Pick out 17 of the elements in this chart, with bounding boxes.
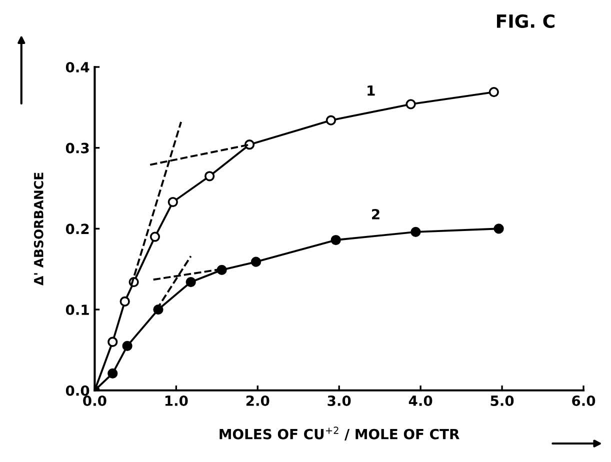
y-tick-label: 0.3 (66, 142, 89, 154)
x-tick-label: 1.0 (165, 395, 188, 406)
y-axis-title: Δ' ABSORBANCE (34, 172, 44, 286)
y-tick-label: 0.2 (66, 224, 89, 234)
y-tick-label: 0.1 (66, 304, 89, 316)
x-tick-label: 6.0 (572, 395, 596, 406)
x-axis-title: MOLES OF CU$^{+2}$ / MOLE OF CTR (220, 426, 460, 440)
x-tick-label: 3.0 (328, 395, 351, 406)
series-label: 1 (368, 85, 375, 96)
x-tick-label: 5.0 (490, 395, 514, 406)
x-tick-label: 2.0 (246, 395, 270, 406)
chart-title: FIG. C (496, 14, 554, 28)
x-tick-label: 0.0 (83, 395, 106, 406)
x-tick-label: 4.0 (408, 395, 432, 406)
series-label: 2 (372, 208, 380, 220)
y-tick-label: 0.4 (66, 62, 90, 72)
y-tick-label: 0.0 (66, 385, 90, 396)
